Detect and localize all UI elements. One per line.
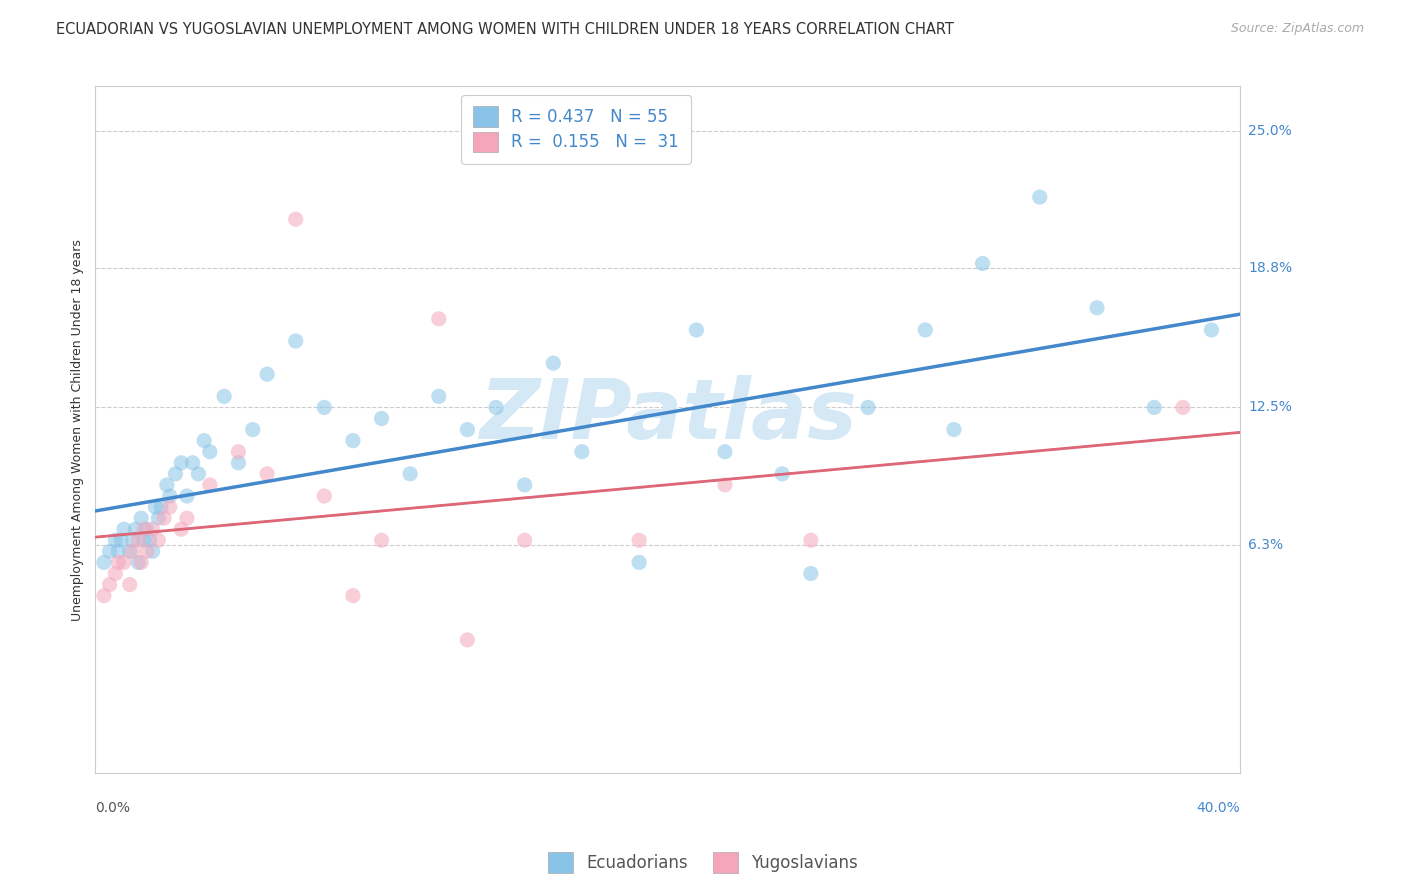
- Point: [1201, 323, 1223, 337]
- Point: [212, 389, 235, 403]
- Point: [148, 533, 170, 548]
- Point: [193, 434, 215, 448]
- Point: [170, 456, 193, 470]
- Point: [198, 444, 221, 458]
- Point: [187, 467, 209, 481]
- Point: [314, 401, 336, 415]
- Point: [714, 478, 737, 492]
- Point: [714, 444, 737, 458]
- Point: [135, 544, 157, 558]
- Point: [98, 544, 121, 558]
- Point: [129, 511, 152, 525]
- Point: [127, 533, 149, 548]
- Point: [129, 556, 152, 570]
- Point: [541, 356, 564, 370]
- Point: [342, 589, 364, 603]
- Text: Source: ZipAtlas.com: Source: ZipAtlas.com: [1230, 22, 1364, 36]
- Point: [132, 533, 155, 548]
- Point: [121, 533, 143, 548]
- Point: [628, 556, 651, 570]
- Point: [914, 323, 936, 337]
- Point: [165, 467, 187, 481]
- Point: [770, 467, 793, 481]
- Point: [228, 444, 250, 458]
- Point: [571, 444, 593, 458]
- Point: [1143, 401, 1166, 415]
- Point: [112, 522, 135, 536]
- Point: [342, 434, 364, 448]
- Point: [112, 556, 135, 570]
- Point: [98, 577, 121, 591]
- Point: [127, 556, 149, 570]
- Point: [181, 456, 204, 470]
- Point: [107, 556, 129, 570]
- Point: [104, 533, 127, 548]
- Point: [159, 500, 181, 514]
- Point: [138, 533, 160, 548]
- Point: [170, 522, 193, 536]
- Point: [153, 511, 176, 525]
- Point: [942, 423, 965, 437]
- Point: [399, 467, 422, 481]
- Text: ZIPatlas: ZIPatlas: [479, 376, 856, 457]
- Point: [485, 401, 508, 415]
- Point: [1171, 401, 1194, 415]
- Point: [972, 256, 994, 270]
- Point: [93, 556, 115, 570]
- Point: [118, 577, 141, 591]
- Point: [800, 566, 823, 581]
- Point: [800, 533, 823, 548]
- Point: [256, 467, 278, 481]
- Legend: Ecuadorians, Yugoslavians: Ecuadorians, Yugoslavians: [541, 846, 865, 880]
- Point: [145, 500, 167, 514]
- Point: [142, 544, 165, 558]
- Legend: R = 0.437   N = 55, R =  0.155   N =  31: R = 0.437 N = 55, R = 0.155 N = 31: [461, 95, 690, 164]
- Text: 6.3%: 6.3%: [1249, 538, 1284, 552]
- Point: [104, 566, 127, 581]
- Point: [142, 522, 165, 536]
- Point: [228, 456, 250, 470]
- Point: [685, 323, 707, 337]
- Text: 25.0%: 25.0%: [1249, 124, 1292, 137]
- Point: [1085, 301, 1108, 315]
- Point: [370, 533, 392, 548]
- Point: [132, 522, 155, 536]
- Point: [93, 589, 115, 603]
- Point: [427, 389, 450, 403]
- Text: 12.5%: 12.5%: [1249, 401, 1292, 415]
- Point: [628, 533, 651, 548]
- Point: [1029, 190, 1052, 204]
- Point: [242, 423, 264, 437]
- Point: [121, 544, 143, 558]
- Y-axis label: Unemployment Among Women with Children Under 18 years: Unemployment Among Women with Children U…: [72, 239, 84, 621]
- Point: [256, 368, 278, 382]
- Text: 0.0%: 0.0%: [96, 800, 131, 814]
- Text: 40.0%: 40.0%: [1197, 800, 1240, 814]
- Point: [159, 489, 181, 503]
- Point: [314, 489, 336, 503]
- Point: [456, 632, 478, 647]
- Point: [110, 533, 132, 548]
- Point: [176, 489, 198, 503]
- Point: [107, 544, 129, 558]
- Point: [456, 423, 478, 437]
- Point: [150, 500, 173, 514]
- Point: [156, 478, 179, 492]
- Point: [176, 511, 198, 525]
- Point: [513, 533, 536, 548]
- Point: [135, 522, 157, 536]
- Point: [148, 511, 170, 525]
- Point: [856, 401, 879, 415]
- Text: ECUADORIAN VS YUGOSLAVIAN UNEMPLOYMENT AMONG WOMEN WITH CHILDREN UNDER 18 YEARS : ECUADORIAN VS YUGOSLAVIAN UNEMPLOYMENT A…: [56, 22, 955, 37]
- Point: [427, 311, 450, 326]
- Point: [284, 334, 307, 348]
- Point: [370, 411, 392, 425]
- Point: [124, 522, 146, 536]
- Text: 18.8%: 18.8%: [1249, 261, 1292, 275]
- Point: [198, 478, 221, 492]
- Point: [513, 478, 536, 492]
- Point: [118, 544, 141, 558]
- Point: [284, 212, 307, 227]
